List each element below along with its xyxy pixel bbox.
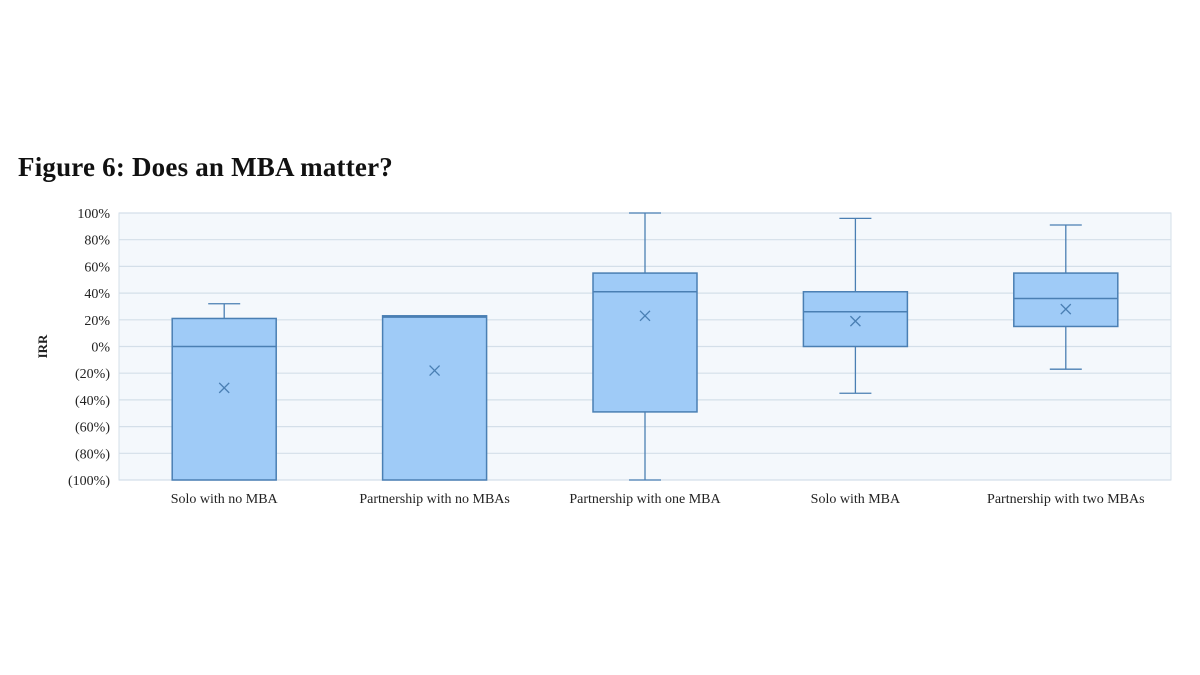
iqr-box: [381, 315, 488, 481]
iqr-box: [1013, 272, 1119, 328]
y-tick-label: 60%: [84, 260, 110, 275]
x-category-label: Partnership with two MBAs: [987, 492, 1145, 507]
y-tick-label: 40%: [84, 287, 110, 302]
box-1: [171, 303, 277, 481]
mean-marker: [1060, 303, 1072, 315]
y-axis-label: IRR: [35, 334, 50, 358]
x-category-label: Partnership with no MBAs: [359, 492, 510, 507]
y-tick-label: 100%: [77, 207, 110, 222]
mean-marker: [849, 315, 861, 327]
y-tick-label: (80%): [75, 447, 110, 462]
box-2: [381, 315, 488, 481]
iqr-box: [802, 291, 909, 348]
y-tick-label: 0%: [91, 341, 110, 356]
figure-title: Figure 6: Does an MBA matter?: [18, 152, 393, 182]
x-category-label: Solo with no MBA: [171, 492, 279, 507]
box-4: [802, 217, 909, 394]
y-tick-label: 20%: [84, 314, 110, 329]
x-category-label: Solo with MBA: [811, 492, 901, 507]
mean-marker: [218, 382, 230, 394]
y-tick-label: (20%): [75, 367, 110, 382]
box-5: [1013, 224, 1119, 370]
iqr-box: [592, 272, 698, 413]
y-tick-label: (100%): [68, 474, 110, 489]
y-tick-label: (60%): [75, 421, 110, 436]
y-tick-label: (40%): [75, 394, 110, 409]
iqr-box: [171, 317, 277, 481]
boxes: [171, 212, 1119, 481]
mean-marker: [429, 365, 441, 376]
mean-marker: [639, 310, 651, 322]
y-axis-ticks: 100% 80% 60% 40% 20% 0% (20%) (40%) (60%) (80%) (1…: [68, 207, 110, 489]
x-category-label: Partnership with one MBA: [569, 492, 721, 507]
box-3: [592, 212, 698, 481]
y-tick-label: 80%: [84, 234, 110, 249]
x-axis-categories: Solo with no MBA Partnership with no MBAs…: [171, 492, 1145, 507]
